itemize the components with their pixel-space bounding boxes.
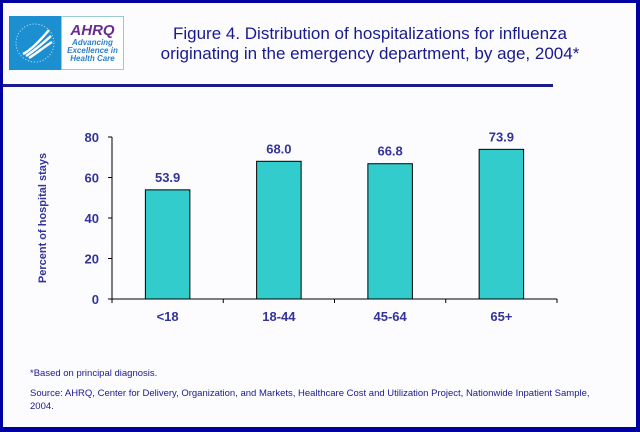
y-tick-label: 0: [92, 292, 99, 307]
bar-65+: [478, 148, 525, 300]
source-note: Source: AHRQ, Center for Delivery, Organ…: [30, 388, 590, 412]
data-label: 53.9: [155, 170, 180, 185]
hhs-eagle-logo: [9, 16, 61, 70]
ahrq-logo: AHRQ Advancing Excellence in Health Care: [9, 16, 124, 70]
footnote: *Based on principal diagnosis.: [30, 368, 158, 379]
y-tick-label: 40: [85, 211, 99, 226]
x-tick-label: <18: [157, 309, 179, 324]
x-tick-label: 45-64: [374, 309, 408, 324]
bar-18-44: [256, 160, 302, 300]
chart-title: Figure 4. Distribution of hospitalizatio…: [160, 24, 580, 63]
data-label: 73.9: [489, 129, 514, 144]
y-tick-label: 60: [85, 171, 99, 186]
ahrq-wordmark: AHRQ Advancing Excellence in Health Care: [61, 16, 124, 70]
bar-45-64: [367, 163, 413, 300]
x-tick-label: 65+: [490, 309, 512, 324]
bar-<18: [144, 189, 191, 300]
y-axis-label: Percent of hospital stays: [37, 153, 49, 283]
y-tick-label: 20: [85, 252, 99, 267]
y-tick-label: 80: [85, 130, 99, 145]
title-divider: [3, 84, 553, 87]
data-label: 66.8: [377, 144, 402, 159]
data-label: 68.0: [266, 141, 291, 156]
x-tick-label: 18-44: [262, 309, 296, 324]
figure-frame: [3, 3, 636, 427]
